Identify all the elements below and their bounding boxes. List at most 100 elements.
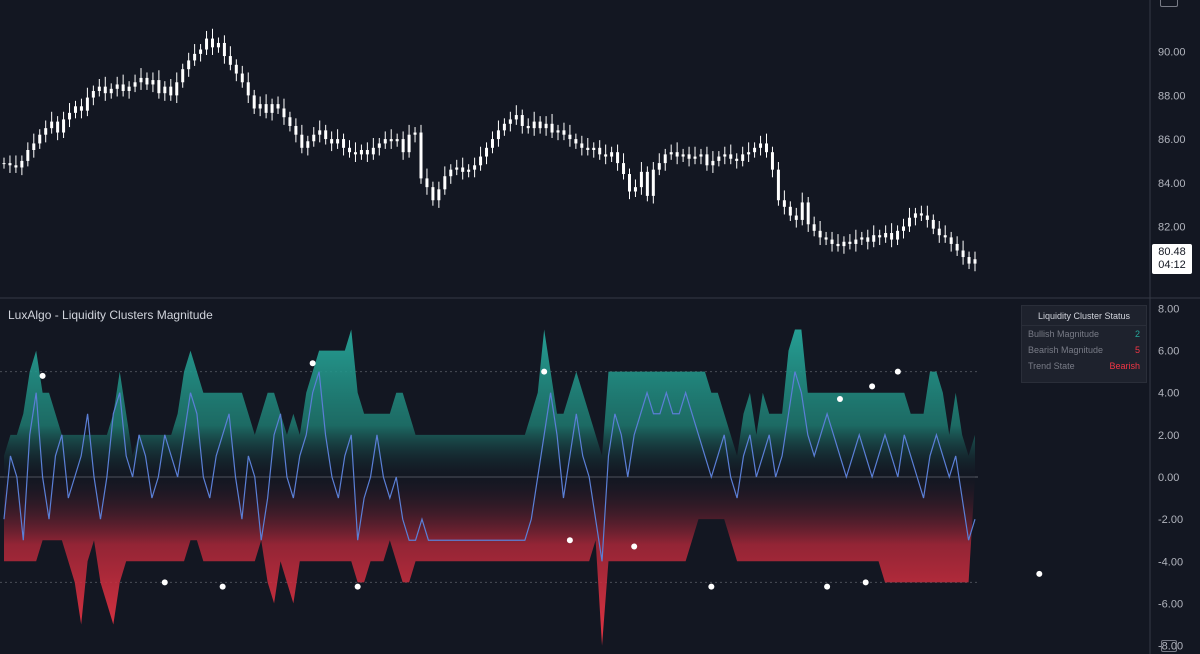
price-candle (73, 106, 77, 113)
price-candle (222, 42, 226, 57)
price-candle (830, 239, 834, 244)
price-candle (14, 165, 18, 168)
price-candle (788, 206, 792, 216)
price-candle (574, 139, 578, 144)
price-candle (711, 160, 715, 166)
bearish-marker (354, 583, 361, 590)
price-candle (210, 38, 214, 48)
price-candle (639, 171, 643, 188)
indicator-tick-label: -2.00 (1158, 514, 1183, 526)
price-candle (359, 150, 363, 155)
price-candle (169, 86, 173, 96)
price-candle (276, 104, 280, 109)
price-candle (8, 163, 12, 166)
bearish-marker (824, 583, 831, 590)
price-candle (62, 119, 66, 133)
price-candle (699, 154, 703, 157)
indicator-tick-label: -6.00 (1158, 598, 1183, 610)
bearish-marker (708, 583, 715, 590)
price-candle (395, 139, 399, 142)
indicator-title[interactable]: LuxAlgo - Liquidity Clusters Magnitude (8, 308, 213, 322)
status-table: Liquidity Cluster Status Bullish Magnitu… (1021, 305, 1147, 383)
price-candle (913, 213, 917, 218)
bullish-marker (541, 368, 548, 375)
status-row-bearish: Bearish Magnitude 5 (1022, 342, 1146, 358)
price-candle (330, 139, 334, 144)
magnitude-line (3, 371, 976, 562)
price-candle (97, 86, 101, 92)
price-candle (50, 121, 54, 129)
price-candle (79, 106, 83, 111)
price-candle (800, 202, 804, 220)
price-candle (907, 217, 911, 227)
price-candle (747, 152, 751, 155)
price-candle (812, 224, 816, 231)
price-candle (288, 117, 292, 126)
bearish-marker (219, 583, 226, 590)
price-candle (383, 139, 387, 144)
expand-icon[interactable] (1161, 640, 1177, 652)
price-candle (502, 123, 506, 131)
bar-countdown: 04:12 (1158, 259, 1186, 271)
bearish-area (4, 477, 975, 646)
price-candle (443, 176, 447, 190)
price-candle (735, 158, 739, 161)
price-candle (681, 154, 685, 157)
price-candle (872, 235, 876, 242)
price-candle (216, 42, 220, 48)
bullish-marker (894, 368, 901, 375)
price-candle (741, 154, 745, 161)
price-candle (365, 150, 369, 155)
bullish-marker (39, 372, 46, 379)
price-candle (884, 233, 888, 238)
price-candle (389, 139, 393, 142)
price-candle (449, 169, 453, 177)
price-candle (878, 235, 882, 238)
price-candle (145, 77, 149, 85)
price-candle (860, 237, 864, 240)
price-candle (151, 80, 155, 85)
price-candle (199, 49, 203, 54)
price-candle (836, 243, 840, 247)
bearish-marker (161, 579, 168, 586)
price-tick-label: 86.00 (1158, 134, 1186, 146)
bullish-marker (836, 396, 843, 403)
price-candle (175, 82, 179, 96)
price-candle (622, 163, 626, 175)
price-candle (252, 95, 256, 109)
price-candle (193, 53, 197, 61)
price-candle (854, 239, 858, 244)
price-candle (592, 147, 596, 150)
price-candle (234, 64, 238, 74)
price-candle (902, 226, 906, 231)
status-label: Trend State (1028, 361, 1075, 371)
price-tick-label: 90.00 (1158, 47, 1186, 59)
bearish-marker (862, 579, 869, 586)
price-candle (246, 82, 250, 96)
price-candle (794, 215, 798, 220)
price-candle (181, 69, 185, 83)
corner-icon[interactable] (1160, 0, 1178, 7)
price-candle (943, 235, 947, 238)
price-candle (187, 60, 191, 70)
price-candle (806, 202, 810, 225)
price-candle (133, 82, 137, 87)
price-candle (610, 152, 614, 157)
price-candle (490, 139, 494, 148)
price-candle (413, 132, 417, 135)
price-candle (32, 143, 36, 150)
price-candle (604, 154, 608, 157)
price-candle (240, 73, 244, 83)
price-candle (425, 178, 429, 188)
price-candle (431, 187, 435, 201)
price-candle (270, 104, 274, 113)
price-candle (717, 156, 721, 161)
price-tick-label: 88.00 (1158, 90, 1186, 102)
price-candle (770, 152, 774, 170)
price-candle (121, 84, 125, 92)
price-candle (705, 154, 709, 166)
price-candle (282, 108, 286, 118)
last-price-label: 80.48 04:12 (1152, 244, 1192, 274)
price-candle (306, 141, 310, 148)
price-tick-label: 84.00 (1158, 178, 1186, 190)
